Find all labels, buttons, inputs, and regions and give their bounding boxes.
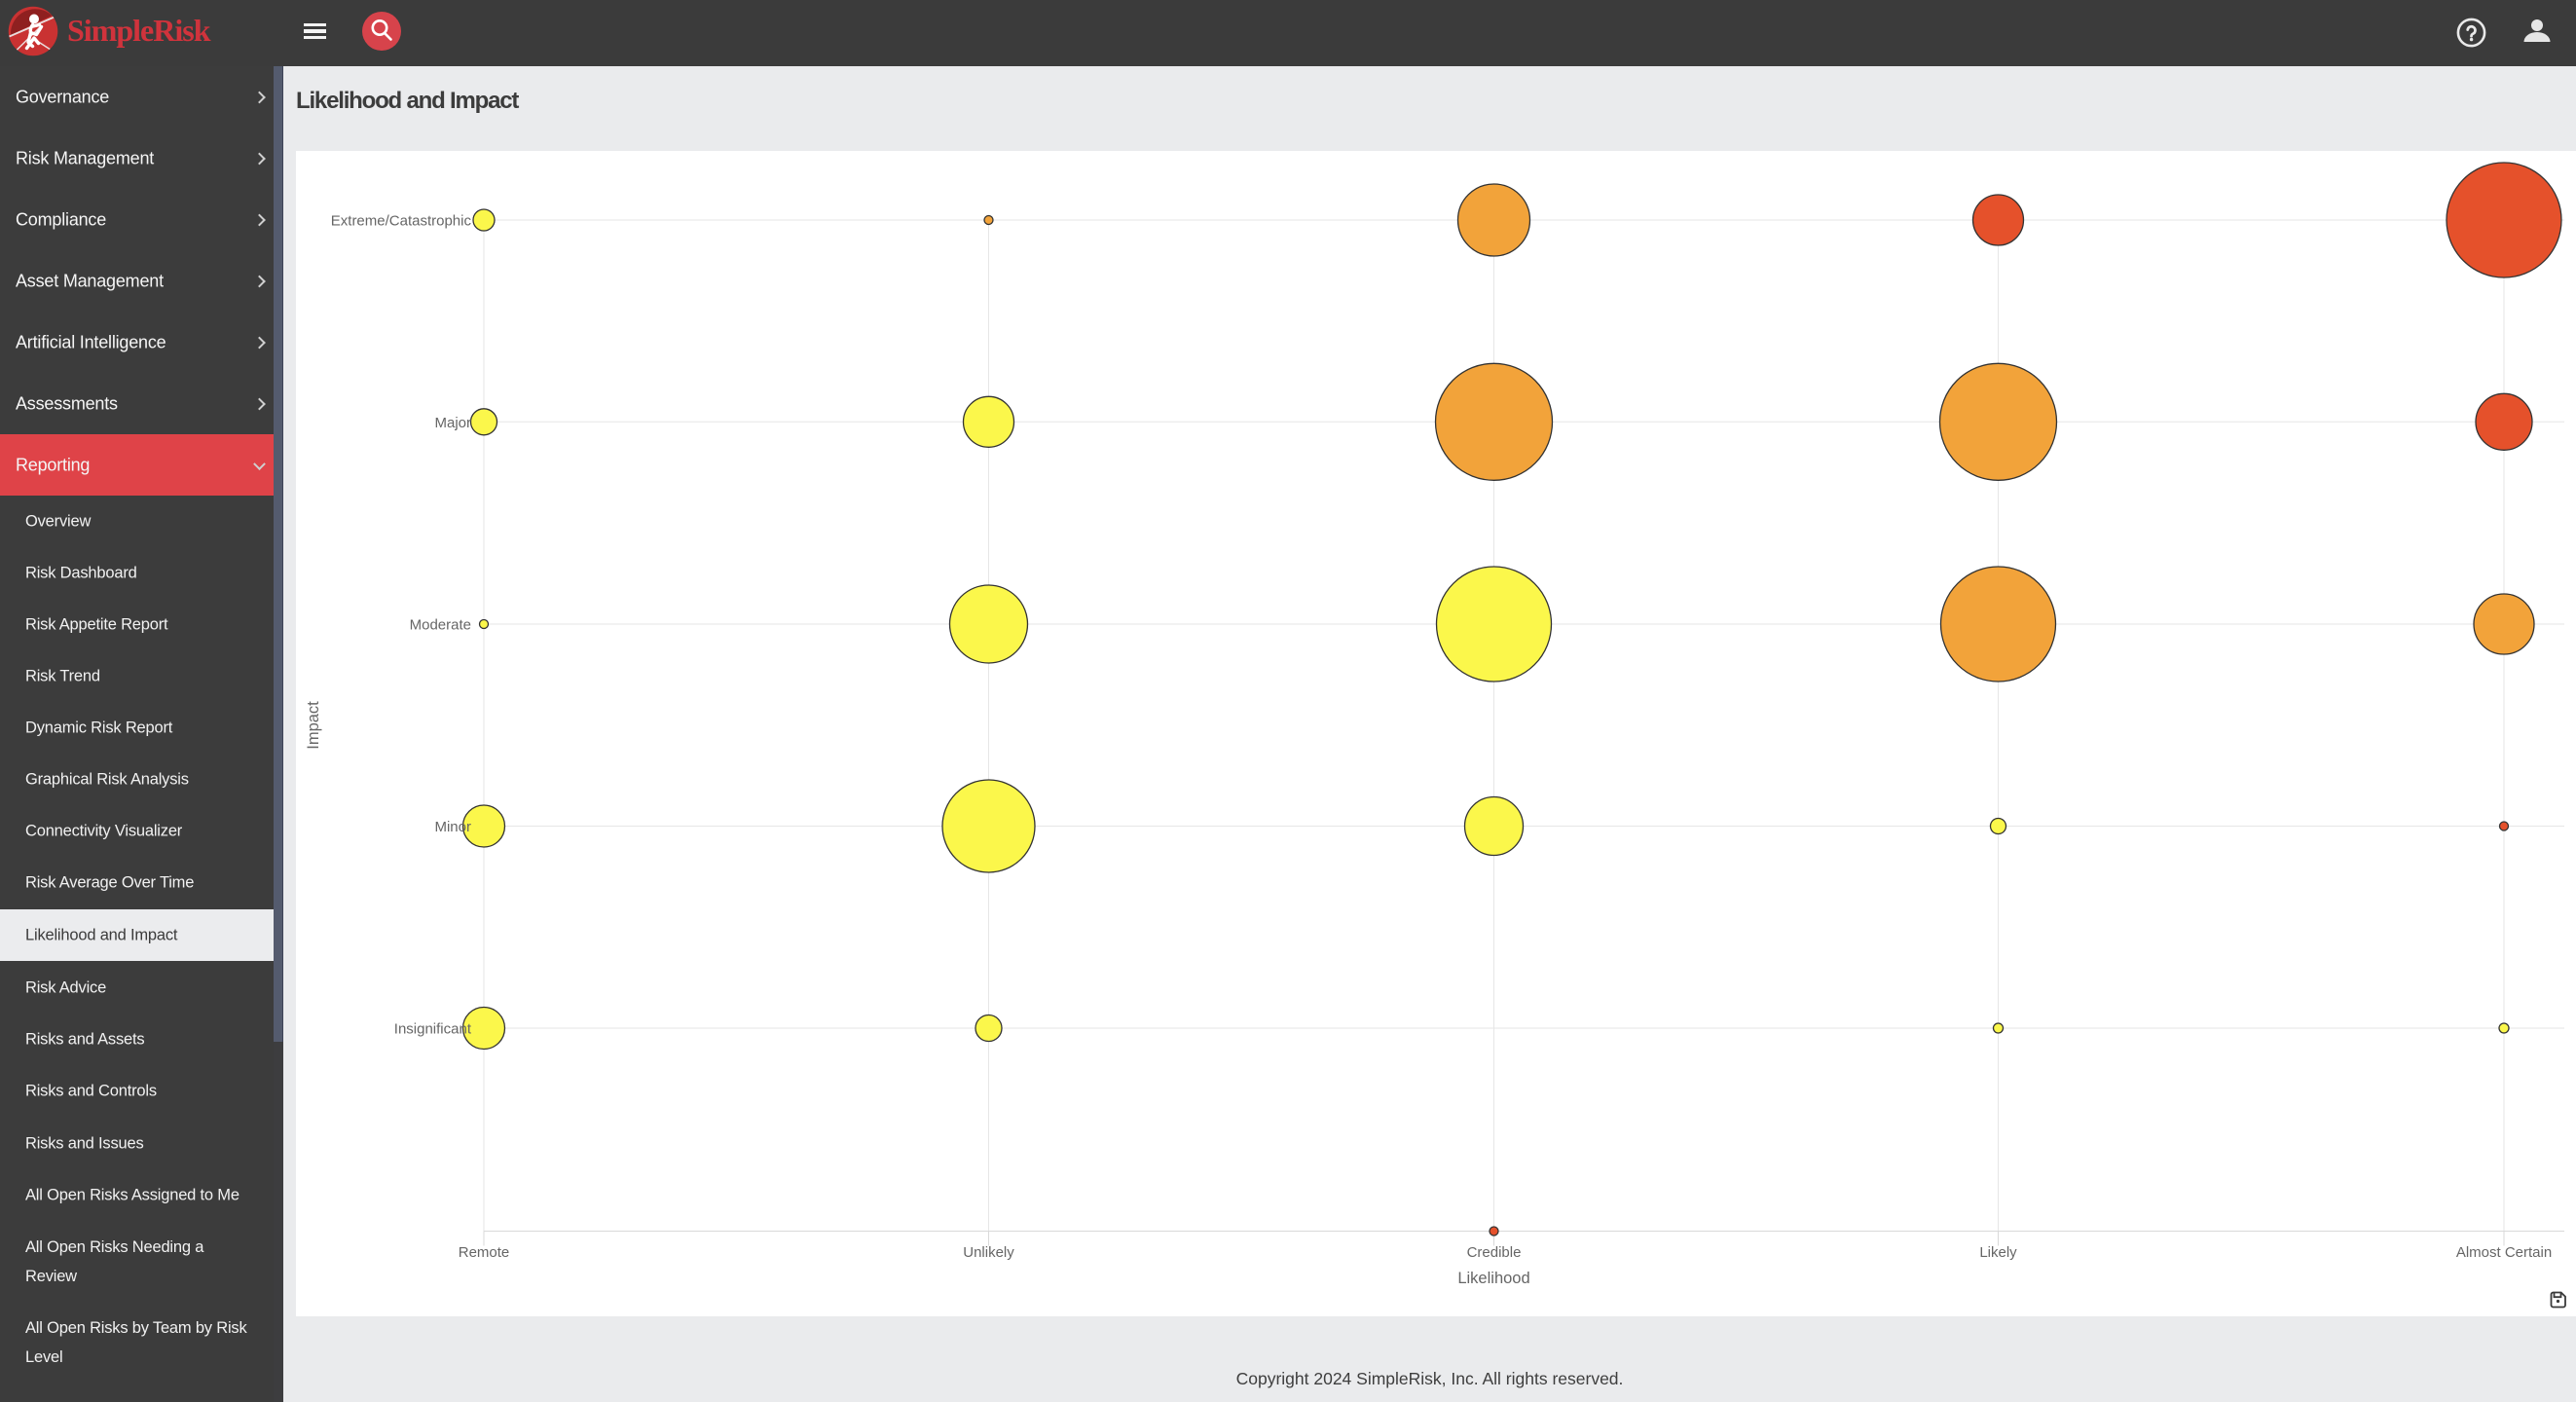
- svg-text:Insignificant: Insignificant: [394, 1021, 472, 1038]
- svg-text:Almost Certain: Almost Certain: [2456, 1244, 2552, 1261]
- svg-text:Moderate: Moderate: [410, 617, 471, 634]
- svg-text:Unlikely: Unlikely: [963, 1244, 1014, 1261]
- svg-text:Extreme/Catastrophic: Extreme/Catastrophic: [331, 213, 472, 230]
- svg-text:Major: Major: [434, 415, 471, 431]
- svg-text:Minor: Minor: [434, 819, 471, 835]
- svg-text:Impact: Impact: [305, 701, 322, 750]
- svg-text:Likelihood: Likelihood: [1457, 1270, 1529, 1287]
- svg-text:Credible: Credible: [1467, 1244, 1522, 1261]
- svg-text:Likely: Likely: [1979, 1244, 2017, 1261]
- svg-text:Remote: Remote: [459, 1244, 510, 1261]
